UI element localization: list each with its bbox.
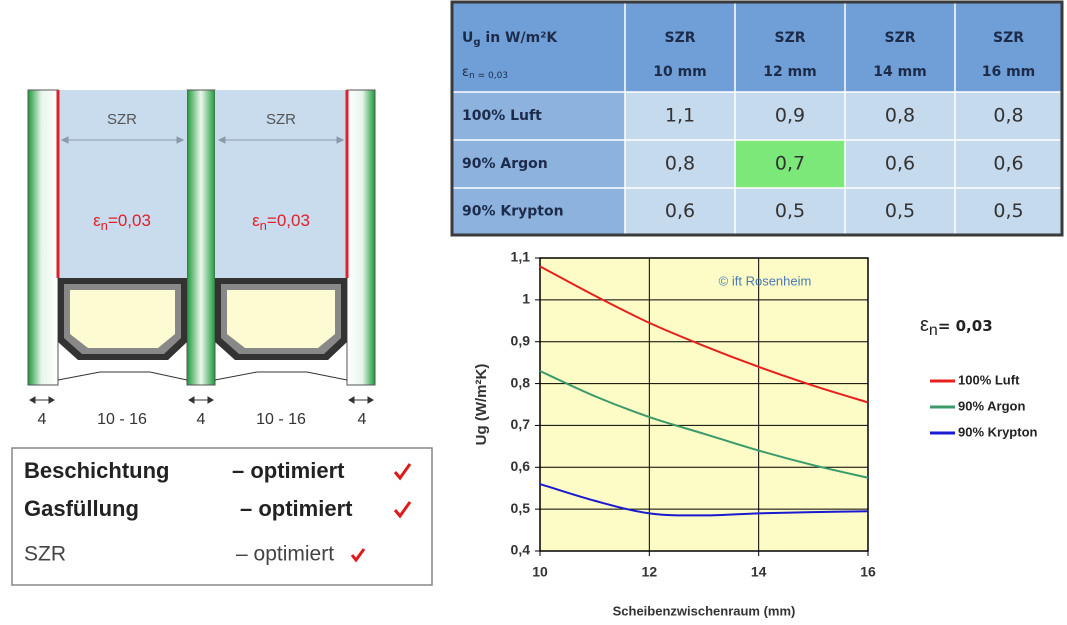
spacer [58,278,187,380]
text-part: =0,03 [267,211,310,230]
dimension-label: 4 [38,411,47,428]
table-header-bg [452,2,1062,92]
summary-status: – optimiert [232,458,345,483]
legend-label: 90% Krypton [958,424,1038,439]
page: SZRεn=0,03SZRεn=0,03410 - 16410 - 164Bes… [0,0,1067,625]
column-header: 14 mm [873,64,927,80]
y-tick-label: 0,6 [511,458,531,474]
glass-pane [28,90,58,385]
dimension-label: 10 - 16 [256,411,306,428]
table-cell: 0,8 [665,153,695,175]
column-header: 10 mm [653,64,707,80]
y-tick-label: 0,8 [511,374,531,390]
text-part: ε [462,65,469,80]
row-header: 90% Argon [462,156,548,172]
gap-label: SZR [107,111,137,128]
side-label: εn= 0,03 [920,314,993,339]
text-part: n = 0,03 [469,71,508,81]
text-part: =0,03 [108,211,151,230]
column-header: SZR [884,30,915,46]
column-header: SZR [664,30,695,46]
text-part: n [929,322,938,339]
dimension-arrow [30,397,373,403]
text-part: n [101,218,108,233]
summary-status: – optimiert [240,496,353,521]
table-cell: 0,8 [993,105,1023,127]
legend-label: 100% Luft [958,372,1020,387]
table-cell: 1,1 [665,105,695,127]
row-header: 90% Krypton [462,204,564,220]
table-cell: 0,7 [775,153,805,175]
annotation: © ift Rosenheim [719,273,812,288]
y-axis-label: Ug (W/m²K) [473,364,490,446]
summary-label: Beschichtung [24,458,169,483]
table-cell: 0,6 [885,153,915,175]
glass-pane [187,90,215,385]
text-part: in W/m²K [481,30,559,46]
dimension-label: 4 [358,411,367,428]
gap-label: SZR [266,111,296,128]
summary-label: SZR [24,543,66,566]
x-tick-label: 10 [532,564,548,580]
text-part: = 0,03 [938,317,993,335]
y-tick-label: 0,9 [511,332,531,348]
text-part: n [260,218,267,233]
x-axis-label: Scheibenzwischenraum (mm) [613,603,796,618]
y-tick-label: 1,1 [511,249,531,265]
table-cell: 0,5 [885,200,915,222]
summary-status: – optimiert [236,543,334,566]
column-header: 12 mm [763,64,817,80]
column-header: SZR [774,30,805,46]
summary-label: Gasfüllung [24,496,139,521]
x-tick-label: 16 [860,564,876,580]
y-tick-label: 0,7 [511,416,531,432]
table-cell: 0,8 [885,105,915,127]
legend-label: 90% Argon [958,398,1025,413]
text-part: ε [920,314,929,336]
table-cell: 0,9 [775,105,805,127]
spacer [215,278,347,380]
y-tick-label: 0,5 [511,500,531,516]
table-cell: 0,5 [775,200,805,222]
row-header: 100% Luft [462,108,542,124]
glazing-diagram [28,90,375,403]
table-cell: 0,6 [665,200,695,222]
dimension-label: 10 - 16 [97,411,147,428]
x-tick-label: 14 [751,564,767,580]
x-tick-label: 12 [642,564,658,580]
column-header: 16 mm [982,64,1036,80]
y-tick-label: 0,4 [511,542,531,558]
plot-area [540,258,868,551]
text-part: U [462,30,473,46]
column-header: SZR [993,30,1024,46]
y-tick-label: 1 [522,291,530,307]
table-cell: 0,6 [993,153,1023,175]
dimension-label: 4 [197,411,206,428]
text-part: g [473,37,480,48]
table-cell: 0,5 [993,200,1023,222]
glass-pane [347,90,375,385]
